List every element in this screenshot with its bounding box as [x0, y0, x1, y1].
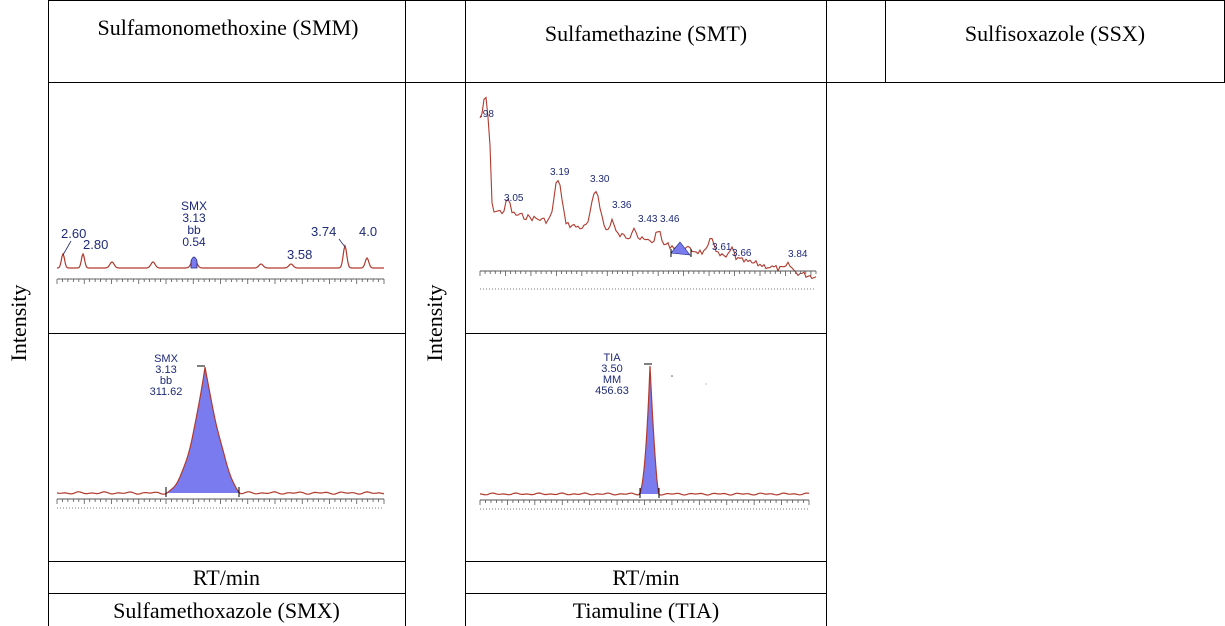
- peak-label-2.80: 2.80: [83, 237, 108, 252]
- footer-rt-right: RT/min: [612, 565, 680, 590]
- header-smm: Sulfamonomethoxine (SMM): [97, 15, 359, 40]
- peak-label-3.05: 3.05: [504, 193, 524, 204]
- peak-label-3.74: 3.74: [311, 224, 336, 239]
- noise-dot: [671, 375, 673, 377]
- peak-label-3.46: 3.46: [660, 214, 680, 225]
- peak-area-smx: [190, 256, 198, 269]
- peak-annotation-tia-line: TIA: [603, 352, 621, 364]
- peak-annotation-smx-line: SMX: [154, 353, 179, 365]
- leader-line: [62, 240, 72, 256]
- peak-annotation-tia-line: MM: [603, 374, 621, 386]
- peak-label-3.58: 3.58: [287, 247, 312, 262]
- footer-tia: Tiamuline (TIA): [572, 598, 720, 623]
- peak-annotation-smx-line: 3.13: [182, 211, 206, 225]
- peak-annotation-tia-line: 456.63: [595, 385, 629, 397]
- footer-smx: Sulfamethoxazole (SMX): [113, 598, 340, 623]
- header-ssx: Sulfisoxazole (SSX): [964, 21, 1146, 46]
- peak-area-tia: [640, 366, 658, 494]
- peak-annotation-smx-line: bb: [160, 375, 172, 387]
- chromatogram-tia-background: .98 3.05 3.19 3.30 3.36 3.43 3.46 3.613.66 3.84: [479, 96, 817, 290]
- peak-annotation-smx-line: bb: [187, 223, 201, 237]
- peak-annotation-smx-line: 311.62: [150, 386, 183, 398]
- peak-label-3.36: 3.36: [612, 200, 632, 211]
- peak-area-tia: [670, 241, 691, 256]
- peak-label-3.30: 3.30: [590, 174, 610, 185]
- noise-dot: [705, 383, 707, 385]
- y-axis-label-left: Intensity: [6, 284, 31, 362]
- chromatogram-trace: [56, 366, 385, 495]
- peak-annotation-smx-line: 3.13: [155, 364, 176, 376]
- peak-label-3.66: 3.66: [732, 248, 752, 259]
- peak-area-smx: [166, 367, 239, 494]
- peak-label-3.43: 3.43: [638, 214, 658, 225]
- peak-label-3.84: 3.84: [788, 249, 808, 260]
- y-axis-label-right: Intensity: [422, 284, 447, 362]
- chromatogram-trace: [479, 96, 817, 280]
- header-smt: Sulfamethazine (SMT): [544, 21, 748, 46]
- footer-rt-left: RT/min: [192, 565, 261, 590]
- peak-label-3.19: 3.19: [550, 167, 570, 178]
- peak-annotation-smx-line: 0.54: [182, 235, 206, 249]
- peak-annotation-tia-line: 3.50: [601, 363, 622, 375]
- peak-label-2.60: 2.60: [61, 226, 86, 241]
- peak-label-4.0: 4.0: [359, 224, 377, 239]
- chromatogram-trace: [479, 365, 810, 496]
- peak-label-.98: .98: [480, 109, 494, 120]
- chromatogram-trace: [56, 243, 384, 269]
- leader-line: [338, 238, 346, 248]
- peak-label-3.61: 3.61: [712, 242, 732, 253]
- peak-annotation-smx-line: SMX: [181, 199, 207, 213]
